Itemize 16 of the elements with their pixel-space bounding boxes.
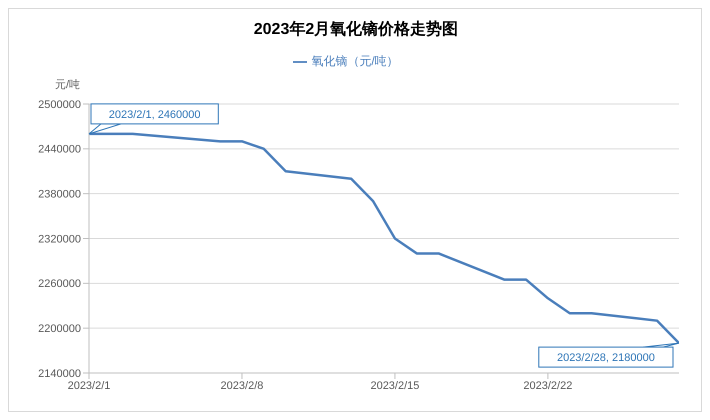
y-tick-label: 2320000 (38, 233, 81, 246)
x-tick-label: 2023/2/22 (523, 380, 572, 392)
x-tick-label: 2023/2/8 (220, 380, 264, 392)
chart-title: 2023年2月氧化镝价格走势图 (252, 19, 460, 40)
y-tick-label: 2500000 (38, 98, 81, 111)
y-tick-label: 2200000 (38, 323, 81, 336)
y-tick-label: 2380000 (38, 188, 81, 201)
y-tick-label: 2260000 (38, 278, 81, 290)
x-tick-label: 2023/2/1 (68, 380, 110, 392)
annotation: 2023/2/1, 2460000 (108, 108, 201, 121)
y-tick-label: 2140000 (38, 368, 81, 380)
annotation: 2023/2/28, 2180000 (556, 352, 655, 364)
x-tick-label: 2023/2/15 (370, 380, 420, 392)
legend-label: 氧化镝（元/吨） (311, 54, 399, 68)
y-axis-title: 元/吨 (55, 78, 80, 92)
y-tick-label: 2440000 (38, 144, 81, 156)
